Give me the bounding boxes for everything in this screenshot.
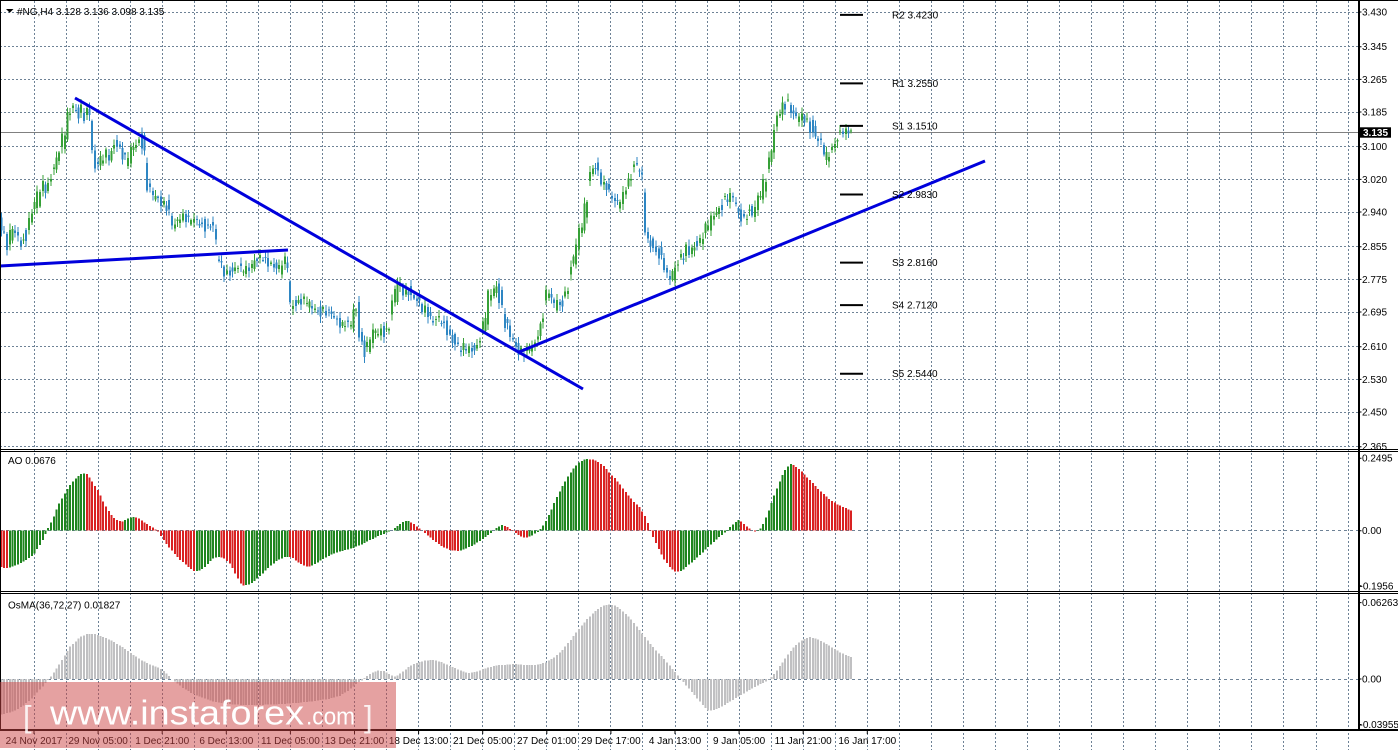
- svg-text:AO 0.0676: AO 0.0676: [8, 456, 56, 467]
- svg-text:S5 2.5440: S5 2.5440: [892, 369, 938, 380]
- svg-text:2.530: 2.530: [1362, 375, 1387, 386]
- svg-text:S4 2.7120: S4 2.7120: [892, 301, 938, 312]
- svg-text:2.450: 2.450: [1362, 408, 1387, 419]
- svg-text:0.2495: 0.2495: [1362, 454, 1393, 465]
- svg-text:2.365: 2.365: [1362, 442, 1387, 453]
- svg-text:18 Dec 13:00: 18 Dec 13:00: [389, 736, 449, 747]
- svg-text:2.940: 2.940: [1362, 208, 1387, 219]
- svg-text:3.020: 3.020: [1362, 175, 1387, 186]
- svg-text:11 Jan 21:00: 11 Jan 21:00: [775, 736, 833, 747]
- svg-text:2.695: 2.695: [1362, 308, 1387, 319]
- svg-text:]: ]: [364, 699, 373, 734]
- svg-text:0.06263: 0.06263: [1362, 598, 1398, 609]
- svg-text:3.265: 3.265: [1362, 75, 1387, 86]
- svg-text:21 Dec 05:00: 21 Dec 05:00: [453, 736, 513, 747]
- svg-text:3.185: 3.185: [1362, 108, 1387, 119]
- svg-text:R1 3.2550: R1 3.2550: [892, 79, 939, 90]
- svg-text:OsMA(36,72,27) 0.01827: OsMA(36,72,27) 0.01827: [8, 601, 121, 612]
- svg-text:www.instaforex: www.instaforex: [49, 695, 304, 733]
- svg-text:#NG,H4 3.128 3.136 3.098 3.13: #NG,H4 3.128 3.136 3.098 3.135: [17, 7, 165, 18]
- svg-text:-0.03955: -0.03955: [1360, 720, 1398, 731]
- svg-text:29 Dec 17:00: 29 Dec 17:00: [581, 736, 641, 747]
- svg-text:4 Jan 13:00: 4 Jan 13:00: [649, 736, 702, 747]
- svg-text:[: [: [23, 699, 32, 734]
- svg-text:S2 2.9830: S2 2.9830: [892, 190, 938, 201]
- svg-text:9 Jan 05:00: 9 Jan 05:00: [713, 736, 766, 747]
- svg-text:S1 3.1510: S1 3.1510: [892, 121, 938, 132]
- svg-text:2.855: 2.855: [1362, 242, 1387, 253]
- svg-text:.com: .com: [306, 704, 355, 731]
- svg-text:-0.1956: -0.1956: [1360, 581, 1394, 592]
- svg-text:0.00: 0.00: [1362, 526, 1382, 537]
- svg-text:3.430: 3.430: [1362, 8, 1387, 19]
- svg-text:3.100: 3.100: [1362, 142, 1387, 153]
- svg-text:3.135: 3.135: [1363, 128, 1388, 139]
- svg-text:2.775: 2.775: [1362, 275, 1387, 286]
- svg-text:S3 2.8160: S3 2.8160: [892, 258, 938, 269]
- svg-text:0.00: 0.00: [1362, 675, 1382, 686]
- svg-text:16 Jan 17:00: 16 Jan 17:00: [838, 736, 896, 747]
- svg-text:3.345: 3.345: [1362, 42, 1387, 53]
- svg-text:27 Dec 01:00: 27 Dec 01:00: [517, 736, 577, 747]
- svg-text:R2 3.4230: R2 3.4230: [892, 10, 939, 21]
- svg-text:2.610: 2.610: [1362, 342, 1387, 353]
